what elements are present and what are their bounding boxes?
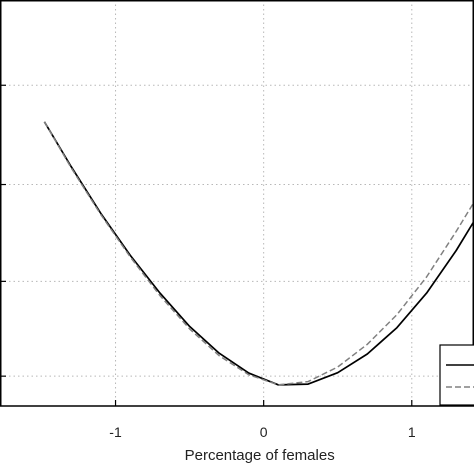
tick-layer: -1 0 1: [0, 84, 416, 440]
x-tick-label: 0: [260, 424, 268, 440]
x-axis-label: Percentage of females: [185, 447, 335, 464]
legend-lines: [446, 364, 474, 388]
x-tick-label: -1: [109, 424, 122, 440]
legend-box: [439, 344, 474, 406]
legend: [439, 344, 474, 406]
plot-frame: [0, 0, 474, 407]
x-tick-label: 1: [408, 424, 416, 440]
series-layer: [43, 121, 474, 386]
dashed-series-line: [43, 121, 474, 386]
grid-layer: [0, 0, 474, 406]
solid-series-line: [43, 121, 474, 386]
